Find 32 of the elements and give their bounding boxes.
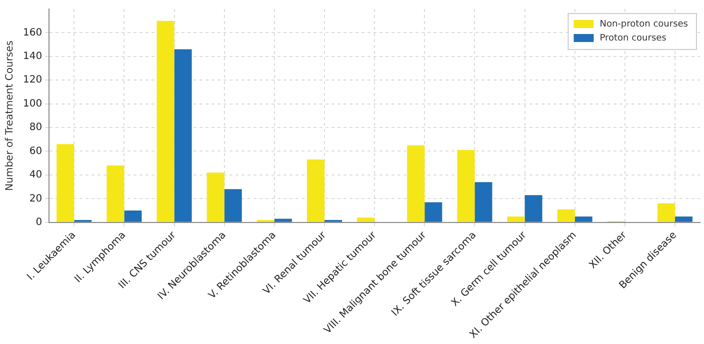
y-tick-label: 40 [29, 170, 42, 181]
bar [407, 145, 425, 222]
bar [524, 195, 542, 222]
bar [557, 209, 575, 222]
legend-label: Non-proton courses [600, 19, 688, 30]
bar [674, 216, 692, 222]
y-tick-label: 120 [22, 74, 42, 86]
bar [657, 203, 675, 222]
bar [206, 172, 224, 222]
y-tick-label: 140 [22, 51, 42, 62]
bar [156, 20, 174, 222]
y-tick-label: 20 [29, 193, 42, 204]
bar [306, 160, 324, 222]
bar [124, 210, 142, 222]
legend-label: Proton courses [600, 33, 667, 44]
y-axis-title: Number of Treatment Courses [4, 40, 16, 191]
bar [224, 189, 242, 222]
bar [474, 182, 492, 222]
bar [174, 49, 192, 222]
y-tick-label: 0 [36, 216, 42, 228]
y-tick-label: 100 [22, 98, 42, 110]
bar [56, 144, 74, 222]
bar [106, 165, 124, 222]
y-tick-label: 60 [29, 146, 42, 157]
bar [507, 216, 525, 222]
y-tick-label: 80 [29, 122, 42, 134]
bar [274, 218, 292, 222]
bar [574, 216, 592, 222]
bar [424, 202, 442, 222]
bar [457, 150, 475, 222]
y-tick-label: 160 [22, 27, 42, 38]
bar [357, 218, 375, 222]
